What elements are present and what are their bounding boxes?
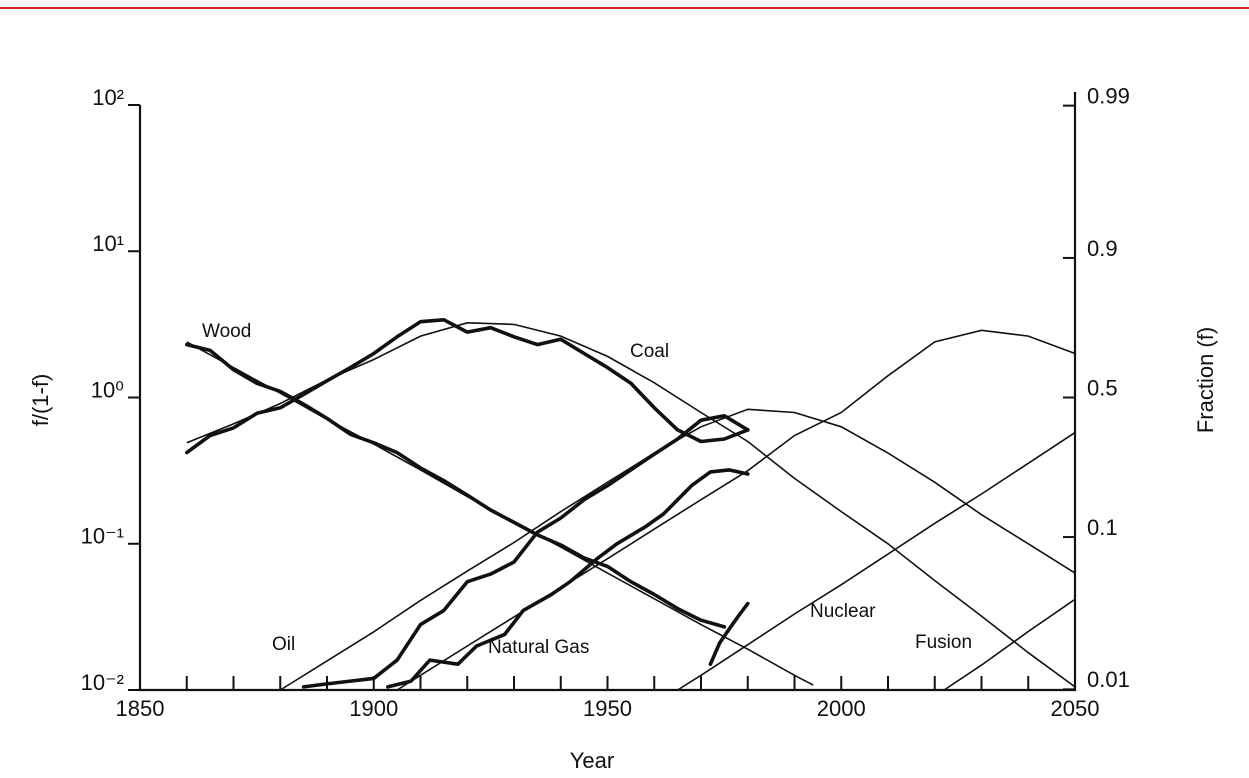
y-axis-label: f/(1-f) [28, 374, 53, 427]
series-label: Oil [272, 634, 295, 655]
y2-axis-label: Fraction (f) [1193, 327, 1218, 433]
x-tick-label: 2000 [817, 696, 866, 721]
observed-line [185, 342, 727, 629]
observed-line [386, 468, 750, 689]
y-tick-label: 10² [92, 85, 124, 110]
series-label: Nuclear [810, 601, 876, 622]
series-label: Natural Gas [488, 637, 589, 658]
fitted-line [943, 598, 1076, 691]
series-label: Coal [630, 341, 669, 362]
y2-tick-label: 0.5 [1087, 375, 1118, 400]
y-tick-label: 10¹ [92, 231, 124, 256]
y-tick-label: 10⁻² [81, 670, 124, 695]
y2-tick-label: 0.01 [1087, 667, 1130, 692]
x-axis-label: Year [570, 748, 614, 773]
x-tick-label: 2050 [1051, 696, 1100, 721]
series-label: Fusion [915, 632, 972, 653]
y-tick-label: 10⁰ [91, 377, 124, 402]
fitted-line [677, 431, 1076, 691]
observed-line [708, 601, 750, 666]
y2-tick-label: 0.99 [1087, 83, 1130, 108]
x-tick-label: 1900 [349, 696, 398, 721]
y2-tick-label: 0.1 [1087, 515, 1118, 540]
x-tick-label: 1950 [583, 696, 632, 721]
observed-line [185, 318, 750, 455]
observed-line [301, 414, 750, 689]
y-tick-label: 10⁻¹ [81, 524, 124, 549]
series-label: Wood [202, 321, 251, 342]
y2-tick-label: 0.9 [1087, 236, 1118, 261]
fitted-line [396, 329, 1076, 691]
x-tick-label: 1850 [116, 696, 165, 721]
